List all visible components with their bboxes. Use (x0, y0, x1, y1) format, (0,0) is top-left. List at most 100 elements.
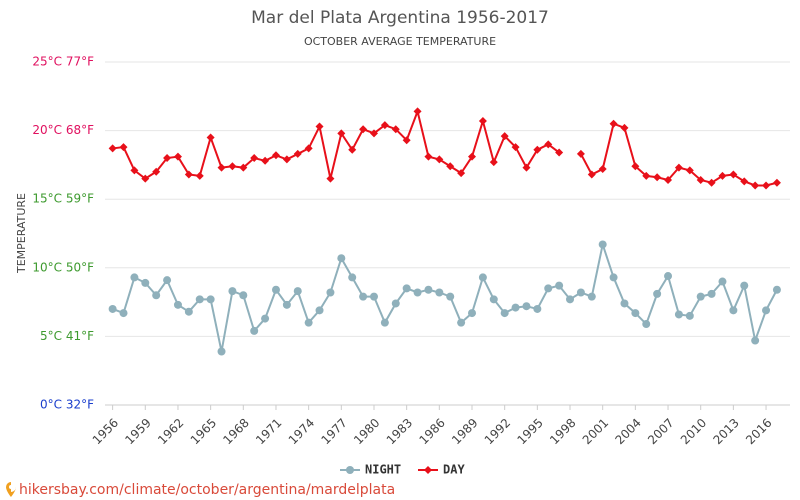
y-axis-label: TEMPERATURE (15, 193, 28, 274)
day-point (772, 178, 781, 187)
x-tick-label: 2001 (580, 416, 611, 447)
night-point (261, 314, 270, 323)
day-point (576, 149, 585, 158)
day-point (685, 166, 694, 175)
day-point (424, 152, 433, 161)
night-point (762, 306, 771, 315)
day-point (489, 158, 498, 167)
day-point (468, 152, 477, 161)
y-tick-label: 25°C 77°F (32, 55, 94, 69)
day-point (620, 123, 629, 132)
day-point (130, 166, 139, 175)
night-point (173, 300, 182, 309)
x-tick-label: 1992 (482, 416, 513, 447)
night-point (271, 285, 280, 294)
night-point (696, 292, 705, 301)
night-point (359, 292, 368, 301)
night-point (380, 318, 389, 327)
night-point (566, 295, 575, 304)
day-point (740, 177, 749, 186)
day-point (402, 136, 411, 145)
day-point (511, 143, 520, 152)
day-point (544, 140, 553, 149)
night-point (511, 303, 520, 312)
x-tick-label: 1968 (220, 416, 251, 447)
day-point (729, 170, 738, 179)
day-point (533, 145, 542, 154)
night-point (282, 300, 291, 309)
x-tick-label: 2013 (710, 416, 741, 447)
day-point (250, 154, 259, 163)
night-point (707, 289, 716, 298)
night-point (413, 288, 422, 297)
night-point (631, 309, 640, 318)
y-tick-label: 15°C 59°F (32, 192, 94, 206)
night-point (587, 292, 596, 301)
day-point (707, 178, 716, 187)
day-point (304, 144, 313, 153)
night-point (609, 273, 618, 282)
pin-icon (6, 482, 16, 497)
series-line (112, 108, 778, 187)
night-point (489, 295, 498, 304)
day-point (609, 119, 618, 128)
day-point (413, 107, 422, 116)
night-point (141, 278, 150, 287)
day-point (348, 145, 357, 154)
day-point (478, 116, 487, 125)
day-point (587, 170, 596, 179)
x-tick-label: 1959 (122, 416, 153, 447)
night-point (293, 287, 302, 296)
day-point (173, 152, 182, 161)
x-tick-label: 1971 (253, 416, 284, 447)
x-tick-label: 1995 (514, 416, 545, 447)
legend-label[interactable]: NIGHT (365, 463, 401, 477)
pin-shape (6, 482, 16, 497)
night-point (435, 288, 444, 297)
night-point (740, 281, 749, 290)
night-point (576, 288, 585, 297)
x-tick-label: 1986 (416, 416, 447, 447)
night-point (184, 307, 193, 316)
day-point (369, 129, 378, 138)
day-point (380, 121, 389, 130)
day-point (152, 167, 161, 176)
footer-url[interactable]: hikersbay.com/climate/october/argentina/… (19, 482, 395, 498)
x-tick-label: 1983 (384, 416, 415, 447)
night-point (664, 272, 673, 281)
day-point (239, 163, 248, 172)
night-point (642, 320, 651, 329)
day-point (206, 133, 215, 142)
day-point (457, 169, 466, 178)
night-point (108, 304, 117, 313)
day-point (751, 181, 760, 190)
y-tick-label: 0°C 32°F (40, 398, 94, 412)
night-point (119, 309, 128, 318)
x-tick-label: 1974 (286, 416, 317, 447)
night-point (217, 347, 226, 356)
x-tick-label: 2010 (678, 416, 709, 447)
night-point (772, 285, 781, 294)
y-tick-label: 10°C 50°F (32, 260, 94, 274)
day-point (228, 162, 237, 171)
day-point (261, 156, 270, 165)
night-point (446, 292, 455, 301)
night-point (620, 299, 629, 308)
night-point (304, 318, 313, 327)
pin-hole (9, 485, 13, 489)
night-point (478, 273, 487, 282)
day-point (522, 163, 531, 172)
legend-label[interactable]: DAY (443, 463, 465, 477)
day-point (598, 165, 607, 174)
day-point (664, 175, 673, 184)
day-point (718, 171, 727, 180)
day-point (435, 155, 444, 164)
chart-subtitle: OCTOBER AVERAGE TEMPERATURE (304, 35, 496, 48)
x-tick-label: 2016 (743, 416, 774, 447)
legend-marker (346, 466, 354, 474)
day-point (293, 149, 302, 158)
night-point (369, 292, 378, 301)
night-point (348, 273, 357, 282)
night-point (163, 276, 172, 285)
